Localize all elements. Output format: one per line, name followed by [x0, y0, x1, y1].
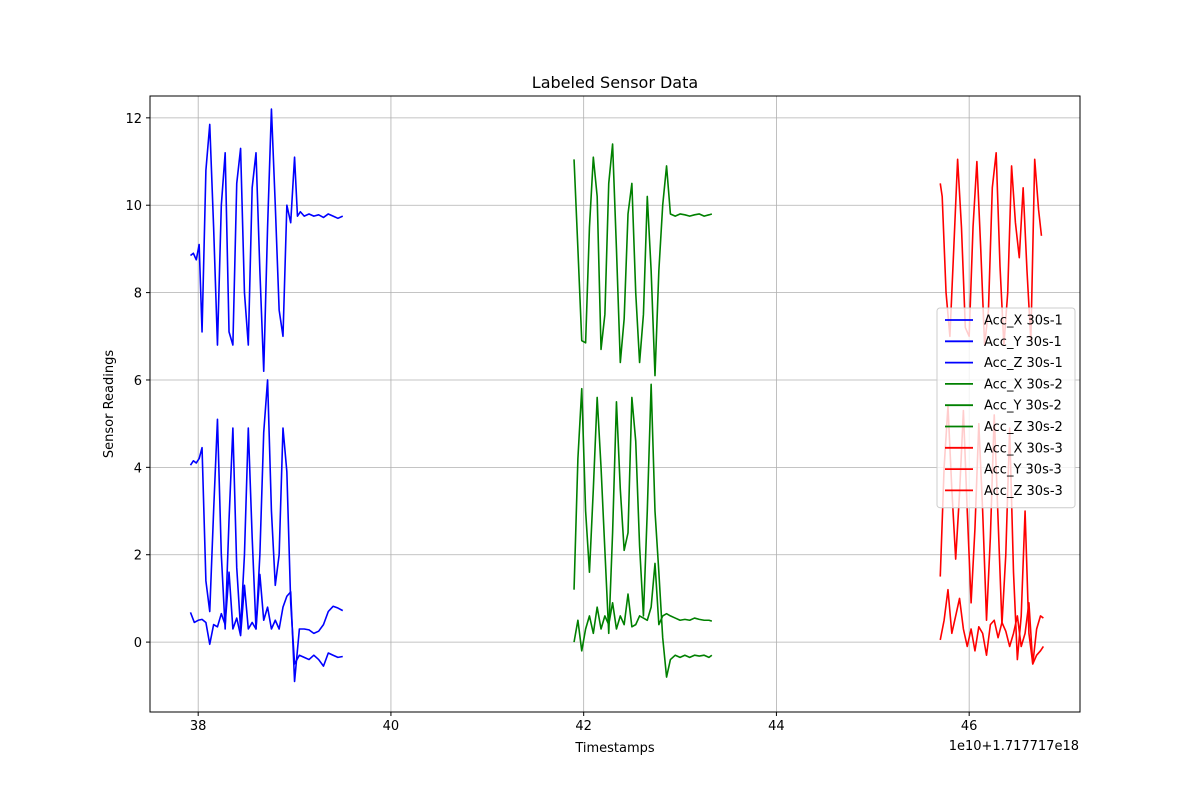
legend-entry-label: Acc_X 30s-1 — [984, 314, 1063, 329]
legend-entry-label: Acc_Z 30s-3 — [984, 484, 1063, 499]
series-line-9 — [939, 151, 1043, 346]
x-tick-label: 44 — [768, 719, 785, 734]
x-tick-label: 42 — [575, 719, 592, 734]
series-line-5 — [573, 383, 713, 678]
legend-entry-label: Acc_Y 30s-1 — [984, 335, 1062, 350]
series-line-3 — [189, 108, 344, 373]
y-tick-label: 0 — [134, 636, 142, 651]
legend-entry-label: Acc_Z 30s-2 — [984, 420, 1063, 435]
series-line-4 — [573, 562, 713, 652]
y-axis-label: Sensor Readings — [102, 350, 117, 458]
legend-entry-label: Acc_Y 30s-3 — [984, 463, 1062, 478]
y-tick-label: 4 — [134, 461, 142, 476]
series-line-6 — [573, 143, 713, 377]
x-tick-label: 46 — [961, 719, 978, 734]
y-tick-label: 8 — [134, 287, 142, 302]
series-layer — [189, 108, 1045, 683]
chart-title: Labeled Sensor Data — [532, 73, 698, 92]
legend: Acc_X 30s-1 Acc_Y 30s-1 Acc_Z 30s-1 Acc_X 3… — [936, 307, 1076, 509]
x-offset-label: 1e10+1.717717e18 — [949, 739, 1079, 754]
series-line-2 — [189, 379, 343, 667]
legend-entry-label: Acc_Y 30s-2 — [984, 399, 1062, 414]
x-tick-label: 40 — [383, 719, 400, 734]
legend-box — [936, 307, 1076, 509]
legend-entry-label: Acc_X 30s-3 — [984, 441, 1063, 456]
x-axis-label: Timestamps — [574, 741, 655, 756]
y-tick-label: 10 — [125, 199, 142, 214]
y-tick-label: 6 — [134, 374, 142, 389]
series-line-7 — [939, 588, 1044, 665]
plot-frame — [149, 95, 1081, 713]
y-tick-label: 12 — [125, 112, 142, 127]
legend-entry-label: Acc_Z 30s-1 — [984, 356, 1063, 371]
x-tick-label: 38 — [190, 719, 207, 734]
legend-entry-label: Acc_X 30s-2 — [984, 377, 1063, 392]
y-tick-label: 2 — [134, 549, 142, 564]
series-line-1 — [189, 571, 344, 683]
